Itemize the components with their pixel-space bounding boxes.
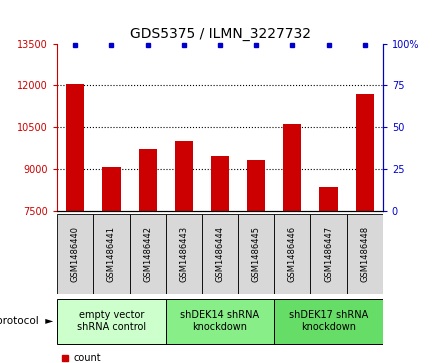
Bar xyxy=(166,299,274,344)
Bar xyxy=(57,214,93,294)
Title: GDS5375 / ILMN_3227732: GDS5375 / ILMN_3227732 xyxy=(129,27,311,41)
Bar xyxy=(274,214,311,294)
Bar xyxy=(283,124,301,211)
Bar xyxy=(347,214,383,294)
Bar xyxy=(311,214,347,294)
Text: GSM1486446: GSM1486446 xyxy=(288,226,297,282)
Bar xyxy=(93,214,129,294)
Text: GSM1486445: GSM1486445 xyxy=(252,226,260,282)
Bar xyxy=(66,84,84,211)
Text: GSM1486442: GSM1486442 xyxy=(143,226,152,282)
Bar xyxy=(274,299,383,344)
Text: GSM1486440: GSM1486440 xyxy=(71,226,80,282)
Text: GSM1486441: GSM1486441 xyxy=(107,226,116,282)
Text: GSM1486447: GSM1486447 xyxy=(324,226,333,282)
Text: shDEK17 shRNA
knockdown: shDEK17 shRNA knockdown xyxy=(289,310,368,332)
Bar xyxy=(129,214,166,294)
Bar xyxy=(202,214,238,294)
Bar xyxy=(247,160,265,211)
Bar xyxy=(166,214,202,294)
Bar xyxy=(57,299,166,344)
Bar xyxy=(175,141,193,211)
Text: GSM1486443: GSM1486443 xyxy=(180,226,188,282)
Legend: count, percentile rank within the sample: count, percentile rank within the sample xyxy=(62,353,239,363)
Text: protocol  ►: protocol ► xyxy=(0,316,53,326)
Bar xyxy=(356,94,374,211)
Bar xyxy=(238,214,274,294)
Text: empty vector
shRNA control: empty vector shRNA control xyxy=(77,310,146,332)
Bar xyxy=(211,156,229,211)
Text: GSM1486448: GSM1486448 xyxy=(360,226,369,282)
Text: shDEK14 shRNA
knockdown: shDEK14 shRNA knockdown xyxy=(180,310,260,332)
Bar xyxy=(319,187,337,211)
Text: GSM1486444: GSM1486444 xyxy=(216,226,224,282)
Bar xyxy=(103,167,121,211)
Bar xyxy=(139,149,157,211)
